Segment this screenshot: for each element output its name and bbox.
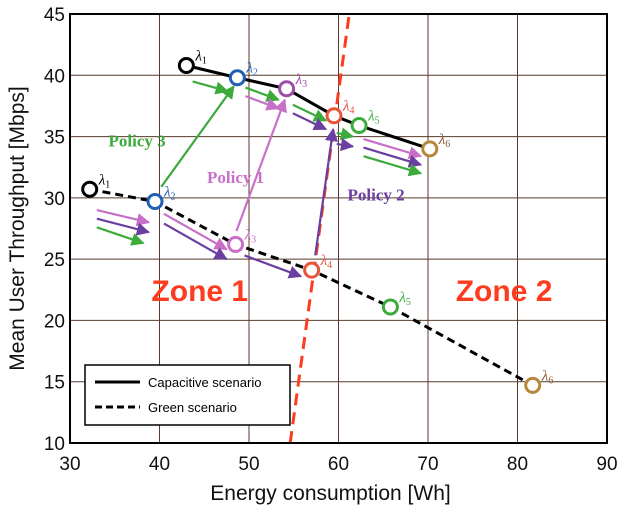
policy-arrow <box>244 254 303 279</box>
data-point-marker <box>278 80 296 98</box>
policy-arrow <box>292 112 328 131</box>
data-point-marker <box>350 117 368 135</box>
data-point-marker <box>227 235 245 253</box>
y-tick-label: 30 <box>44 189 65 210</box>
x-tick-label: 90 <box>596 454 617 475</box>
axes: 30 40 50 60 70 80 90 10 15 20 25 30 35 40 45 Energy con… <box>6 5 618 505</box>
series-line-capacitive-scenario <box>185 64 431 151</box>
data-point-marker <box>177 56 195 74</box>
data-point-marker <box>524 376 542 394</box>
y-tick-label: 35 <box>44 128 65 149</box>
x-tick-label: 40 <box>149 454 170 475</box>
data-point-marker <box>228 69 246 87</box>
data-point-marker <box>81 180 99 198</box>
policy-arrow <box>314 127 338 256</box>
x-tick-label: 70 <box>417 454 438 475</box>
zone-label: Zone 2 <box>456 275 553 308</box>
policy-label: Policy 3 <box>109 131 166 150</box>
policy-label: Policy 1 <box>207 168 264 187</box>
policy-arrow <box>160 85 235 188</box>
x-tick-label: 80 <box>507 454 528 475</box>
policy-label: Policy 2 <box>348 185 405 204</box>
y-axis-label: Mean User Throughput [Mbps] <box>6 86 29 370</box>
data-point-marker <box>325 107 343 125</box>
policy-arrow <box>363 146 423 168</box>
policy-arrow <box>235 98 287 232</box>
policy-arrow <box>163 212 228 251</box>
legend-label: Green scenario <box>148 400 237 415</box>
policy-arrow <box>96 226 145 246</box>
x-tick-label: 30 <box>59 454 80 475</box>
data-point-marker <box>146 193 164 211</box>
policy-arrow <box>192 80 229 95</box>
y-tick-label: 25 <box>44 250 65 271</box>
policy-arrow <box>292 103 328 122</box>
x-axis-label: Energy consumption [Wh] <box>210 482 450 505</box>
zone-label: Zone 1 <box>151 275 248 308</box>
policy-arrow <box>96 217 151 236</box>
policy-arrow <box>336 127 355 141</box>
y-tick-label: 45 <box>44 5 65 26</box>
policy-arrow <box>163 222 228 261</box>
data-point-marker <box>421 140 439 158</box>
policy-arrow <box>245 95 280 111</box>
legend: Capacitive scenario Green scenario <box>84 364 291 426</box>
policy-arrow <box>96 209 151 227</box>
series-line-green-scenario <box>89 187 534 387</box>
legend-box <box>84 364 291 426</box>
policy-arrow <box>363 155 423 177</box>
legend-label: Capacitive scenario <box>148 375 261 390</box>
y-tick-label: 40 <box>44 66 65 87</box>
series-lines <box>89 64 534 387</box>
annotations: Zone 1 Zone 2 Policy 3 Policy 1 Policy 2 <box>109 131 553 307</box>
data-point-marker <box>303 261 321 279</box>
y-tick-label: 15 <box>44 373 65 394</box>
data-point-marker <box>381 298 399 316</box>
plot-frame <box>69 13 608 444</box>
policy-arrows <box>96 80 423 279</box>
y-tick-label: 20 <box>44 311 65 332</box>
policy-arrow <box>245 86 280 102</box>
x-tick-label: 50 <box>238 454 259 475</box>
policy-arrow <box>363 137 423 160</box>
y-tick-label: 10 <box>44 434 65 455</box>
x-tick-label: 60 <box>328 454 349 475</box>
policy-arrow <box>336 138 355 152</box>
